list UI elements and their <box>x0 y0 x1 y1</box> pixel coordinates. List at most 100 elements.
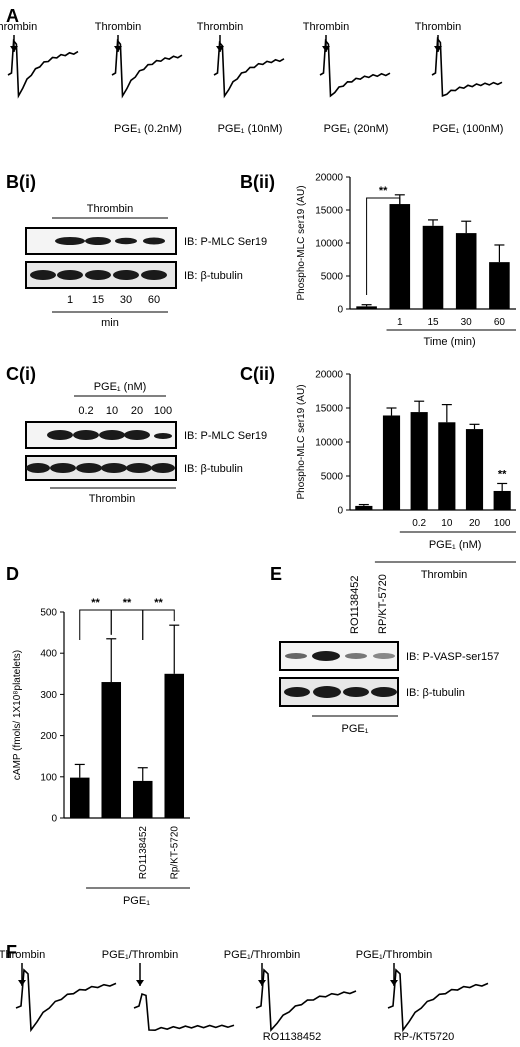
f-bottom-label-3: RP-/KT5720 <box>394 1031 455 1043</box>
panel-label-d: D <box>6 564 19 584</box>
bii-xlabel: Time (min) <box>424 336 476 348</box>
panel-f-traces: Thrombin PGE₁/Thrombin PGE₁/Thrombin RO1138… <box>0 949 489 1043</box>
panel-label-bi: B(i) <box>6 172 36 192</box>
a-bottom-label-2: PGE₁ (10nM) <box>218 123 283 135</box>
D-bar-0 <box>69 777 90 818</box>
Cii-cat-5: 100 <box>494 518 511 529</box>
Bii-ytick-0: 0 <box>337 305 343 316</box>
chart-cii: 0 5000 10000 15000 20000 Phospho-MLC ser19 (A… <box>296 370 516 581</box>
chart-bii: 0 5000 10000 15000 20000 Phospho-MLC ser19 (A… <box>296 173 516 348</box>
bi-lane-0: 1 <box>67 294 73 306</box>
bi-unit: min <box>101 317 119 329</box>
bi-header: Thrombin <box>87 203 133 215</box>
D-cat-2: RO1138452 <box>138 826 149 880</box>
Cii-bar-0 <box>355 505 373 510</box>
D-bar-3 <box>164 673 185 818</box>
panel-label-e: E <box>270 564 282 584</box>
f-arrowhead-2 <box>258 980 266 986</box>
bi-lane-labels: 1 15 30 60 <box>67 294 160 306</box>
f-trace-3 <box>387 968 489 1033</box>
e-blot-2 <box>279 677 399 707</box>
Bii-ylabel: Phospho-MLC ser19 (AU) <box>296 185 307 300</box>
a-bottom-label-4: PGE₁ (100nM) <box>433 123 504 135</box>
panel-label-a: A <box>6 6 19 26</box>
panel-label-ci: C(i) <box>6 364 36 384</box>
f-arrowhead-0 <box>18 980 26 986</box>
Cii-cat-4: 20 <box>469 518 481 529</box>
ci-lane-2: 20 <box>131 405 143 417</box>
Bii-ytick-2: 10000 <box>315 239 343 250</box>
a-trace-1 <box>111 38 183 99</box>
Cii-cat-3: 10 <box>441 518 453 529</box>
d-sig-bracket-2 <box>142 609 175 640</box>
panel-a-traces: Thrombin Thrombin PGE₁ (0.2nM) Thrombin PGE₁… <box>0 21 503 135</box>
a-bottom-label-1: PGE₁ (0.2nM) <box>114 123 182 135</box>
ci-blot-2 <box>25 455 177 481</box>
Bii-bar-3 <box>455 233 477 309</box>
f-arrowhead-3 <box>390 980 398 986</box>
f-arrowhead-1 <box>136 980 144 986</box>
f-label-3: PGE₁/Thrombin <box>356 949 432 961</box>
a-label-2: Thrombin <box>197 21 243 33</box>
Bii-ytick-3: 15000 <box>315 206 343 217</box>
e-blot-1 <box>279 641 399 671</box>
Cii-ytick-3: 15000 <box>315 404 343 415</box>
cii-group-label: Thrombin <box>421 569 467 581</box>
ci-lane-labels: 0.2 10 20 100 <box>78 405 172 417</box>
f-label-0: Thrombin <box>0 949 45 961</box>
bi-lane-3: 60 <box>148 294 160 306</box>
e-lane-0: RO1138452 <box>349 575 361 634</box>
ci-blot1-label: IB: P-MLC Ser19 <box>184 430 267 442</box>
Cii-ytick-2: 10000 <box>315 438 343 449</box>
ci-lane-0: 0.2 <box>78 405 93 417</box>
a-bottom-label-3: PGE₁ (20nM) <box>324 123 389 135</box>
cii-xlabel: PGE₁ (nM) <box>429 539 482 551</box>
Bii-cat-1: 1 <box>397 317 403 328</box>
d-group-label: PGE₁ <box>123 895 150 907</box>
D-ytick-1: 100 <box>40 772 57 783</box>
D-ytick-2: 200 <box>40 731 57 742</box>
Bii-bar-1 <box>389 204 411 309</box>
Bii-bar-0 <box>356 306 377 309</box>
Cii-cat-2: 0.2 <box>412 518 426 529</box>
f-trace-2 <box>255 968 357 1032</box>
Bii-bar-4 <box>489 262 510 309</box>
ci-header: PGE₁ (nM) <box>94 381 147 393</box>
e-lane-1: RP/KT-5720 <box>377 574 389 634</box>
Bii-cat-2: 15 <box>427 317 439 328</box>
a-label-3: Thrombin <box>303 21 349 33</box>
e-lane-labels: RO1138452 RP/KT-5720 <box>349 574 389 634</box>
ci-blot2-label: IB: β-tubulin <box>184 463 243 475</box>
Cii-bar-3 <box>438 422 456 510</box>
f-bottom-label-2: RO1138452 <box>263 1031 322 1043</box>
D-ytick-0: 0 <box>51 814 57 825</box>
D-ytick-3: 300 <box>40 690 57 701</box>
Cii-bar-1 <box>382 415 401 510</box>
Bii-bar-2 <box>422 225 444 309</box>
Bii-ytick-1: 5000 <box>321 272 344 283</box>
ci-footer: Thrombin <box>89 493 135 505</box>
Bii-ytick-4: 20000 <box>315 173 343 184</box>
Cii-ytick-0: 0 <box>337 506 343 517</box>
Cii-bar-4 <box>465 429 484 510</box>
chart-d: 0 100 200 300 400 500 cAMP (fmols/ 1X10⁸platel… <box>12 597 190 907</box>
Cii-ytick-4: 20000 <box>315 370 343 381</box>
D-ylabel: cAMP (fmols/ 1X10⁸platelets) <box>12 650 23 780</box>
a-trace-2 <box>213 40 285 99</box>
panel-label-f: F <box>6 942 17 962</box>
d-sig-0: ** <box>91 597 100 609</box>
bi-lane-2: 30 <box>120 294 132 306</box>
ci-blot-1 <box>25 421 177 449</box>
f-label-2: PGE₁/Thrombin <box>224 949 300 961</box>
panel-label-cii: C(ii) <box>240 364 275 384</box>
Cii-ytick-1: 5000 <box>321 472 344 483</box>
a-trace-3 <box>319 38 391 98</box>
f-trace-0 <box>15 968 117 1033</box>
e-blot1-label: IB: P-VASP-ser157 <box>406 651 499 663</box>
Cii-ylabel: Phospho-MLC ser19 (AU) <box>296 384 307 499</box>
d-sig-2: ** <box>154 597 163 609</box>
Cii-bar-2 <box>410 412 428 510</box>
a-trace-0 <box>7 38 79 99</box>
bi-lane-1: 15 <box>92 294 104 306</box>
